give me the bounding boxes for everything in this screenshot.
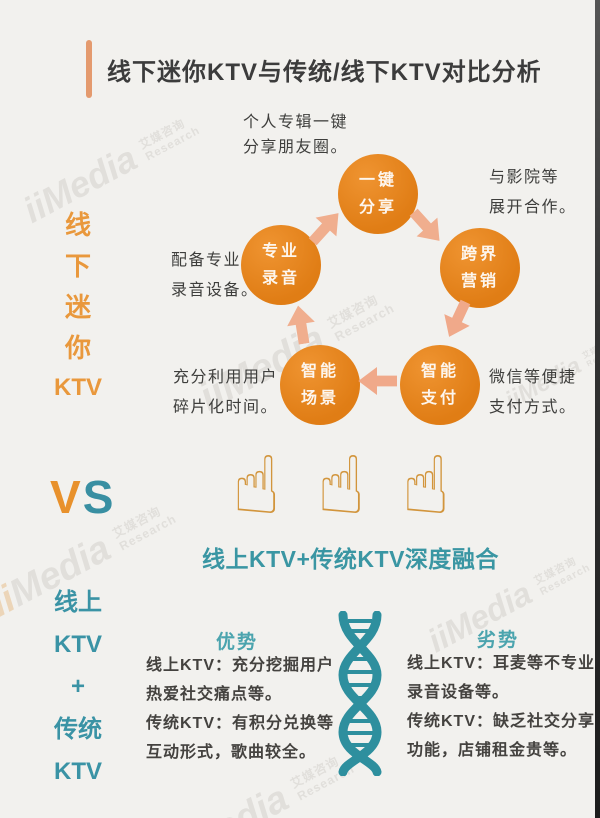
cycle-arrow-icon [287, 305, 315, 345]
disadvantages-header: 劣势 [477, 630, 520, 651]
cycle-arrow-icon [308, 213, 339, 246]
feature-circle-one-key-share: 一键 分享 [338, 154, 418, 234]
page-title: 线下迷你KTV与传统/线下KTV对比分析 [107, 59, 542, 86]
pointing-finger-icon: ☝ [232, 439, 281, 532]
feature-circle-crossover-marketing: 跨界 营销 [440, 228, 520, 308]
feature-circle-pro-recording: 专业 录音 [241, 225, 321, 305]
dna-helix-icon [338, 611, 382, 776]
note-pro-recording: 配备专业 录音设备。 [171, 252, 259, 299]
vertical-label-char: KTV [54, 374, 102, 401]
note-crossover-marketing: 与影院等 展开合作。 [489, 169, 577, 216]
fusion-headline: 线上KTV+传统KTV深度融合 [202, 546, 499, 572]
vertical-label-char: 迷 [64, 292, 91, 322]
pointing-hands-row: ☝ ☝ ☝ [232, 446, 450, 536]
vertical-label-char: 你 [64, 333, 91, 363]
vertical-label-line: 线上 [54, 589, 102, 616]
note-one-key-share: 个人专辑一键 分享朋友圈。 [243, 114, 349, 156]
vertical-label-line: + [70, 673, 85, 701]
advantages-header: 优势 [216, 632, 259, 653]
cycle-arrow-icon [409, 208, 440, 241]
feature-circle-smart-payment: 智能 支付 [400, 345, 480, 425]
note-smart-payment: 微信等便捷 支付方式。 [489, 369, 577, 416]
vertical-label-char: 线 [64, 210, 91, 240]
pointing-finger-icon: ☝ [401, 439, 451, 532]
pointing-finger-icon: ☝ [316, 439, 366, 532]
title-accent-bar [86, 40, 92, 98]
cycle-arrow-icon [444, 299, 471, 337]
versus-label: VS [50, 471, 116, 523]
vertical-label-line: KTV [54, 631, 102, 659]
page-edge-shadow [595, 0, 600, 818]
online-plus-traditional-ktv-label: 线上 KTV + 传统 KTV [48, 590, 108, 784]
note-smart-scene: 充分利用用户 碎片化时间。 [173, 369, 279, 416]
feature-circle-smart-scene: 智能 场景 [280, 345, 360, 425]
vertical-label-line: KTV [54, 757, 102, 785]
vertical-label-line: 传统 [54, 715, 102, 743]
advantages-text: 线上KTV：充分挖掘用户 热爱社交痛点等。 传统KTV：有积分兑换等 互动形式，… [146, 657, 335, 761]
vertical-label-char: 下 [64, 251, 91, 281]
cycle-arrow-icon [358, 367, 397, 395]
offline-mini-ktv-label: 线 下 迷 你 KTV [50, 212, 106, 400]
disadvantages-text: 线上KTV：耳麦等不专业 录音设备等。 传统KTV：缺乏社交分享 功能，店铺租金… [407, 655, 596, 759]
